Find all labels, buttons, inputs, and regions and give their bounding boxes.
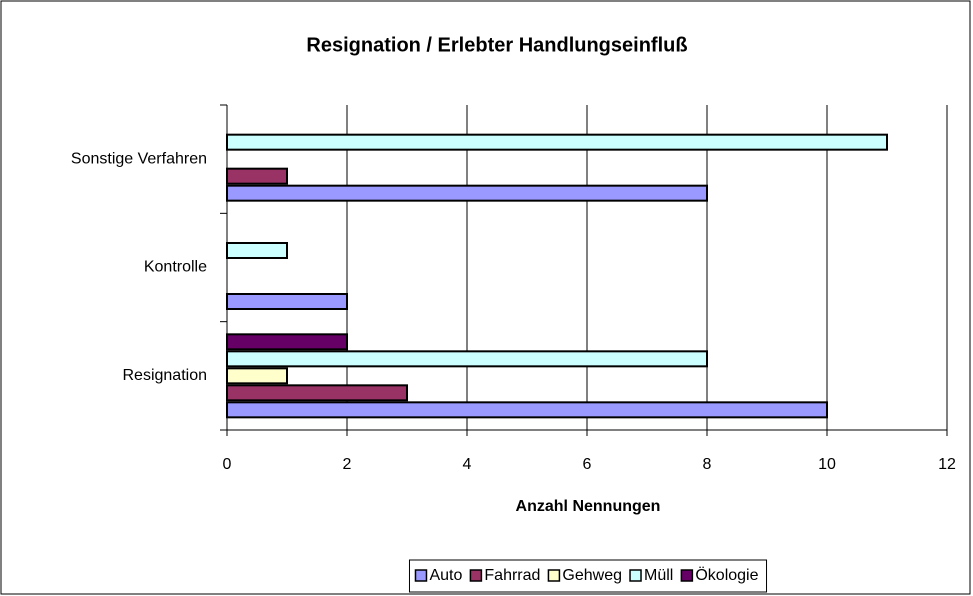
y-tick-label: Sonstige Verfahren <box>71 150 207 167</box>
legend-label: Fahrrad <box>484 567 540 584</box>
bar <box>226 293 348 310</box>
legend-swatch <box>469 569 483 582</box>
x-tick-label: 2 <box>343 456 352 473</box>
y-tick-label: Resignation <box>123 367 208 384</box>
y-tick-label: Kontrolle <box>144 259 207 276</box>
legend-swatch <box>547 569 561 582</box>
x-tick-label: 4 <box>463 456 472 473</box>
x-tick-label: 8 <box>703 456 712 473</box>
legend-label: Auto <box>429 567 462 584</box>
x-tick-label: 10 <box>818 456 836 473</box>
x-tick-label: 6 <box>583 456 592 473</box>
bar <box>226 350 708 368</box>
bar <box>226 367 288 385</box>
bar <box>226 401 828 419</box>
legend-swatch <box>414 569 428 582</box>
legend <box>408 559 768 593</box>
bar <box>226 242 288 259</box>
legend-label: Müll <box>644 567 673 584</box>
x-tick-label: 12 <box>938 456 956 473</box>
bar <box>226 184 708 202</box>
bar <box>226 333 348 351</box>
bar <box>226 384 408 402</box>
legend-label: Ökologie <box>695 566 758 584</box>
legend-label: Gehweg <box>562 567 622 584</box>
legend-swatch <box>629 569 642 582</box>
x-axis-label: Anzahl Nennungen <box>516 498 661 515</box>
bar <box>226 133 888 151</box>
chart-title: Resignation / Erlebter Handlungseinfluß <box>306 34 687 56</box>
bar <box>226 167 288 185</box>
legend-swatch <box>680 569 694 582</box>
x-tick-label: 0 <box>223 456 232 473</box>
